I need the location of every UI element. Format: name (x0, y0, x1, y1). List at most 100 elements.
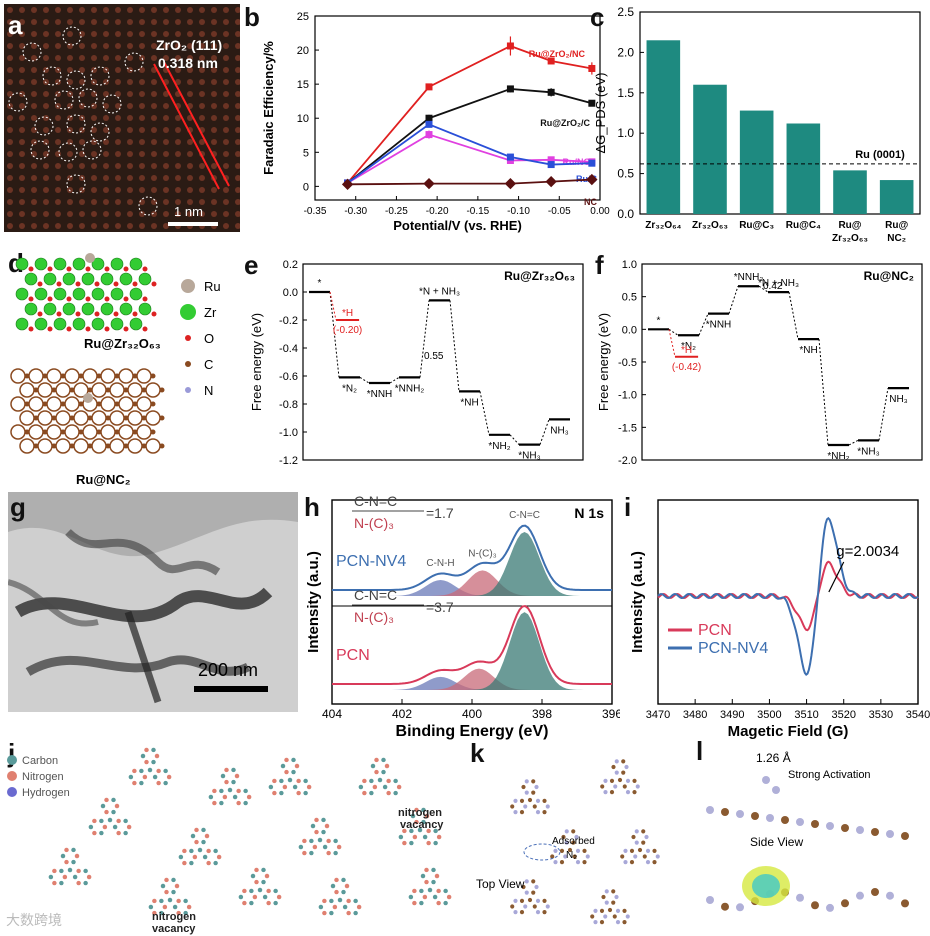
atom (751, 812, 759, 820)
side-label: *H (342, 308, 353, 319)
atom (353, 898, 358, 904)
c-atom (150, 401, 156, 407)
x-tick-label: Zr₃₂O₆₃ (832, 233, 868, 244)
lattice-label-2: 0.318 nm (158, 55, 218, 71)
c-atom (33, 415, 39, 421)
atom (154, 753, 160, 759)
atom (599, 920, 605, 925)
c-atom (87, 443, 93, 449)
atom (337, 897, 343, 903)
x-tick-label: 3510 (794, 709, 818, 721)
y-tick-label: -1.0 (618, 390, 637, 402)
atom (421, 819, 426, 825)
c-ring (145, 382, 161, 398)
atom (279, 790, 284, 796)
atom (542, 810, 547, 815)
atom (212, 788, 217, 794)
reference-label: Ru (0001) (855, 149, 905, 161)
x-axis-label: Magetic Field (G) (728, 723, 849, 740)
caption-ru-zr32o63: Ru@Zr₃₂O₆₃ (84, 336, 161, 351)
atom (443, 888, 448, 894)
atom (190, 833, 196, 839)
o-atom (47, 326, 53, 332)
atom (374, 757, 379, 763)
heptazine-network (48, 747, 452, 916)
zr-atom (119, 302, 133, 316)
x-tick-label: 3470 (646, 709, 670, 721)
atom (314, 829, 319, 835)
c-atom (24, 429, 30, 435)
c-atom (123, 387, 129, 393)
zr-atom (34, 317, 48, 331)
y-tick-label: 20 (297, 45, 309, 57)
zr-atom (129, 287, 143, 301)
o-atom (47, 266, 53, 272)
c-ring (82, 424, 98, 440)
c-ring (127, 410, 143, 426)
step-label: * (318, 278, 322, 289)
atom (236, 800, 241, 806)
y-tick-label: 0.2 (283, 259, 298, 271)
zr-atom (100, 272, 114, 286)
c-ring (127, 438, 143, 454)
atom (273, 888, 278, 894)
atom (527, 797, 533, 803)
atom (178, 854, 184, 860)
scale-bar (168, 222, 218, 226)
atom (296, 778, 301, 784)
atom (372, 784, 378, 790)
atom (171, 889, 176, 895)
zr-atom (81, 302, 95, 316)
zr-atom (91, 257, 105, 271)
chart-f-free-energy: 1.0 0.5 0.0 -0.5 -1.0 -1.5 -2.0 Free energy (eV… (596, 259, 923, 467)
chart-title: Ru@NC₂ (864, 269, 914, 283)
series-label: NC (584, 197, 597, 207)
atom (279, 778, 284, 784)
bar (786, 123, 821, 214)
atom (419, 888, 424, 894)
atom (254, 879, 259, 885)
atom (434, 873, 440, 879)
atom (164, 877, 169, 883)
atom (625, 790, 631, 795)
y-tick-label: -2.0 (618, 455, 637, 467)
atom (856, 826, 864, 834)
atom (532, 904, 537, 909)
atom (575, 848, 581, 853)
x-tick-label: Ru@C₃ (739, 220, 774, 231)
atom (611, 764, 616, 770)
panel-k-top-view: Adsorbed N₂ Top View (476, 759, 660, 925)
atom (419, 900, 424, 906)
y-axis-label: Intensity (a.u.) (629, 551, 646, 653)
atom (443, 900, 448, 906)
atom-circle (138, 196, 158, 216)
atom (615, 908, 621, 913)
o-atom (66, 326, 72, 332)
data-point (588, 159, 596, 167)
atom (609, 778, 615, 783)
atom (111, 797, 116, 803)
connector (479, 391, 490, 435)
atom (291, 769, 296, 775)
connector (758, 285, 769, 293)
atom (886, 891, 894, 900)
atom (531, 890, 536, 895)
step-label: *NNH (367, 389, 393, 400)
atom (208, 794, 214, 800)
data-point (423, 177, 435, 190)
atom (321, 829, 326, 835)
atom (621, 759, 626, 764)
c-ring (19, 410, 35, 426)
connector (728, 286, 739, 314)
peak-label: C-N=C (509, 510, 540, 521)
atom (652, 860, 657, 865)
step-label: *NH₂ (827, 451, 849, 462)
atom (273, 900, 278, 906)
atom (625, 778, 631, 783)
atom (611, 900, 616, 905)
c-atom (114, 373, 120, 379)
o-atom (28, 266, 34, 272)
o-atom (85, 326, 91, 332)
c-atom (132, 373, 138, 379)
atom (250, 873, 256, 879)
